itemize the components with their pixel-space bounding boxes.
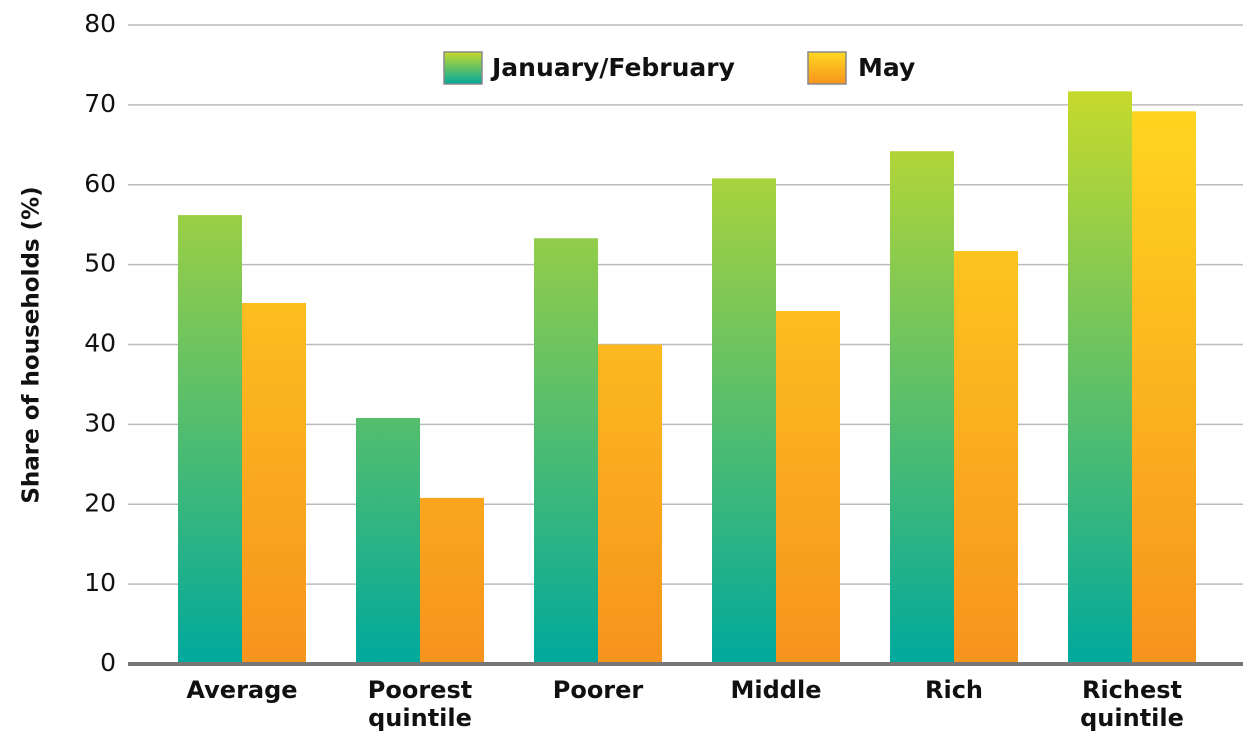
x-tick-label: Richest quintile — [1080, 676, 1184, 732]
x-tick-label: Poorest quintile — [367, 676, 473, 732]
y-tick-label: 30 — [84, 408, 116, 437]
y-axis-label: Share of households (%) — [19, 186, 45, 503]
bar — [420, 497, 484, 664]
legend-swatch — [443, 51, 483, 85]
bar — [1068, 91, 1132, 664]
y-tick-label: 50 — [84, 249, 116, 278]
x-tick-label: Average — [186, 676, 298, 704]
x-tick-label: Poorer — [552, 676, 644, 704]
bar — [890, 151, 954, 664]
y-tick-label: 0 — [100, 648, 116, 677]
y-tick-label: 70 — [84, 89, 116, 118]
bar — [1132, 111, 1196, 664]
legend-swatch — [807, 51, 847, 85]
x-tick-label: Middle — [730, 676, 822, 704]
y-tick-label: 60 — [84, 169, 116, 198]
bar — [356, 417, 420, 664]
x-tick-label: Rich — [924, 676, 984, 704]
y-tick-label: 20 — [84, 488, 116, 517]
bar — [776, 310, 840, 664]
y-tick-label: 10 — [84, 568, 116, 597]
bar — [598, 344, 662, 664]
bar — [954, 251, 1018, 664]
bar — [712, 178, 776, 665]
y-tick-label: 80 — [84, 9, 116, 38]
legend-label: January/February — [490, 53, 735, 82]
legend-label: May — [858, 53, 915, 82]
y-tick-label: 40 — [84, 329, 116, 358]
bar — [178, 215, 242, 665]
bar — [534, 238, 598, 665]
bar — [242, 302, 306, 664]
